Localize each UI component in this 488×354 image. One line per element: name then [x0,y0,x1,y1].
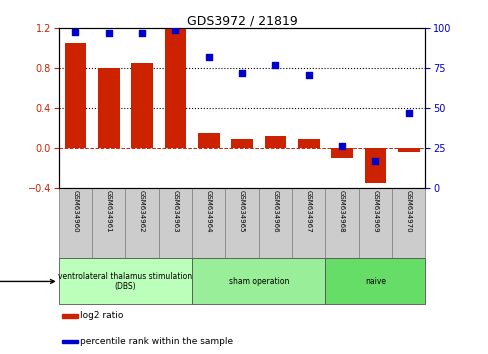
Bar [297,139,319,148]
Text: protocol: protocol [0,276,54,286]
Point [104,30,112,36]
Text: sham operation: sham operation [228,277,288,286]
Point [138,30,145,36]
Text: GSM634969: GSM634969 [372,190,378,232]
Bar [198,133,219,148]
Bar [192,188,225,258]
Point [271,62,279,68]
Text: naive: naive [364,277,385,286]
Bar [98,68,119,148]
Point [304,72,312,78]
Bar [358,188,391,258]
Bar [125,188,159,258]
Bar [164,28,186,148]
Bar [325,188,358,258]
Bar [62,339,78,343]
Text: percentile rank within the sample: percentile rank within the sample [80,337,233,346]
Text: GSM634963: GSM634963 [172,190,178,232]
Bar [59,258,192,304]
Bar [364,148,386,183]
Point [338,143,346,149]
Bar [325,258,425,304]
Bar [231,139,252,148]
Text: log2 ratio: log2 ratio [80,312,123,320]
Point [71,29,79,34]
Text: GSM634962: GSM634962 [139,190,145,232]
Bar [64,43,86,148]
Point [204,54,212,60]
Title: GDS3972 / 21819: GDS3972 / 21819 [186,14,297,27]
Point [238,70,245,76]
Text: GSM634966: GSM634966 [272,190,278,232]
Bar [291,188,325,258]
Bar [397,148,419,152]
Text: ventrolateral thalamus stimulation
(DBS): ventrolateral thalamus stimulation (DBS) [58,272,192,291]
Point [371,158,379,164]
Bar [59,188,92,258]
Bar [92,188,125,258]
Bar [192,258,325,304]
Bar [264,136,285,148]
Text: GSM634960: GSM634960 [72,190,78,232]
Bar [131,63,153,148]
Text: GSM634961: GSM634961 [105,190,111,232]
Text: GSM634968: GSM634968 [338,190,345,232]
Text: GSM634970: GSM634970 [405,190,411,232]
Text: GSM634964: GSM634964 [205,190,211,232]
Point [171,27,179,33]
Bar [62,314,78,318]
Text: GSM634965: GSM634965 [239,190,244,232]
Bar [391,188,425,258]
Point [404,110,412,116]
Bar [330,148,352,158]
Bar [258,188,291,258]
Text: GSM634967: GSM634967 [305,190,311,232]
Bar [159,188,192,258]
Bar [225,188,258,258]
